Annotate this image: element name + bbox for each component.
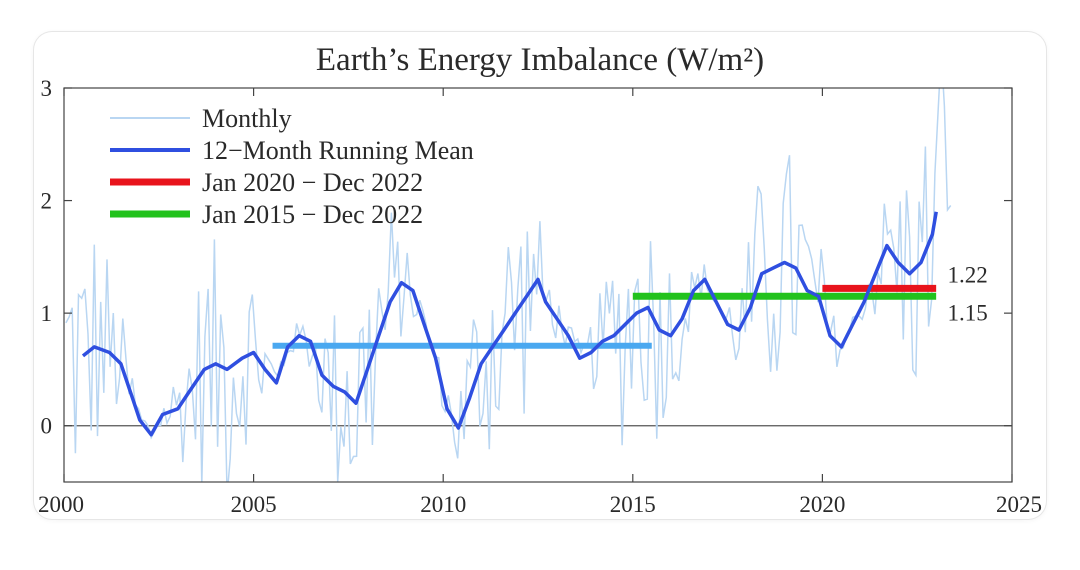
y-tick-label: 1 bbox=[41, 301, 53, 326]
chart-title: Earth’s Energy Imbalance (W/m²) bbox=[316, 42, 764, 78]
x-tick-label: 2015 bbox=[610, 492, 656, 517]
legend-item: Jan 2020 − Dec 2022 bbox=[110, 168, 423, 197]
x-tick-label: 2020 bbox=[799, 492, 845, 517]
y-tick-label: 0 bbox=[41, 414, 53, 439]
x-tick-label: 2010 bbox=[420, 492, 466, 517]
plot-frame bbox=[63, 87, 1013, 483]
plot-area bbox=[64, 88, 1012, 482]
y-tick-label: 3 bbox=[41, 76, 53, 101]
annotation-1-22: 1.22 bbox=[948, 262, 988, 287]
legend-item: Jan 2015 − Dec 2022 bbox=[110, 200, 423, 229]
legend-item: Monthly bbox=[110, 104, 292, 133]
legend-label: 12−Month Running Mean bbox=[202, 136, 474, 165]
y-tick-label: 2 bbox=[41, 189, 53, 214]
x-tick-label: 2005 bbox=[231, 492, 277, 517]
legend: Monthly 12−Month Running Mean Jan 2020 − D… bbox=[110, 104, 474, 229]
legend-item: 12−Month Running Mean bbox=[110, 136, 474, 165]
legend-label: Monthly bbox=[202, 104, 292, 133]
series-monthly-line bbox=[65, 88, 952, 482]
x-tick-label: 2000 bbox=[38, 492, 84, 517]
legend-label: Jan 2015 − Dec 2022 bbox=[202, 200, 423, 229]
series-running-mean-line bbox=[81, 211, 938, 437]
annotation-1-15: 1.15 bbox=[948, 300, 988, 325]
legend-label: Jan 2020 − Dec 2022 bbox=[202, 168, 423, 197]
x-tick-label: 2025 bbox=[996, 492, 1042, 517]
axes: 3 2 1 0 2000 2005 2010 2015 2020 2025 1.22 1.15 bbox=[38, 76, 1042, 517]
